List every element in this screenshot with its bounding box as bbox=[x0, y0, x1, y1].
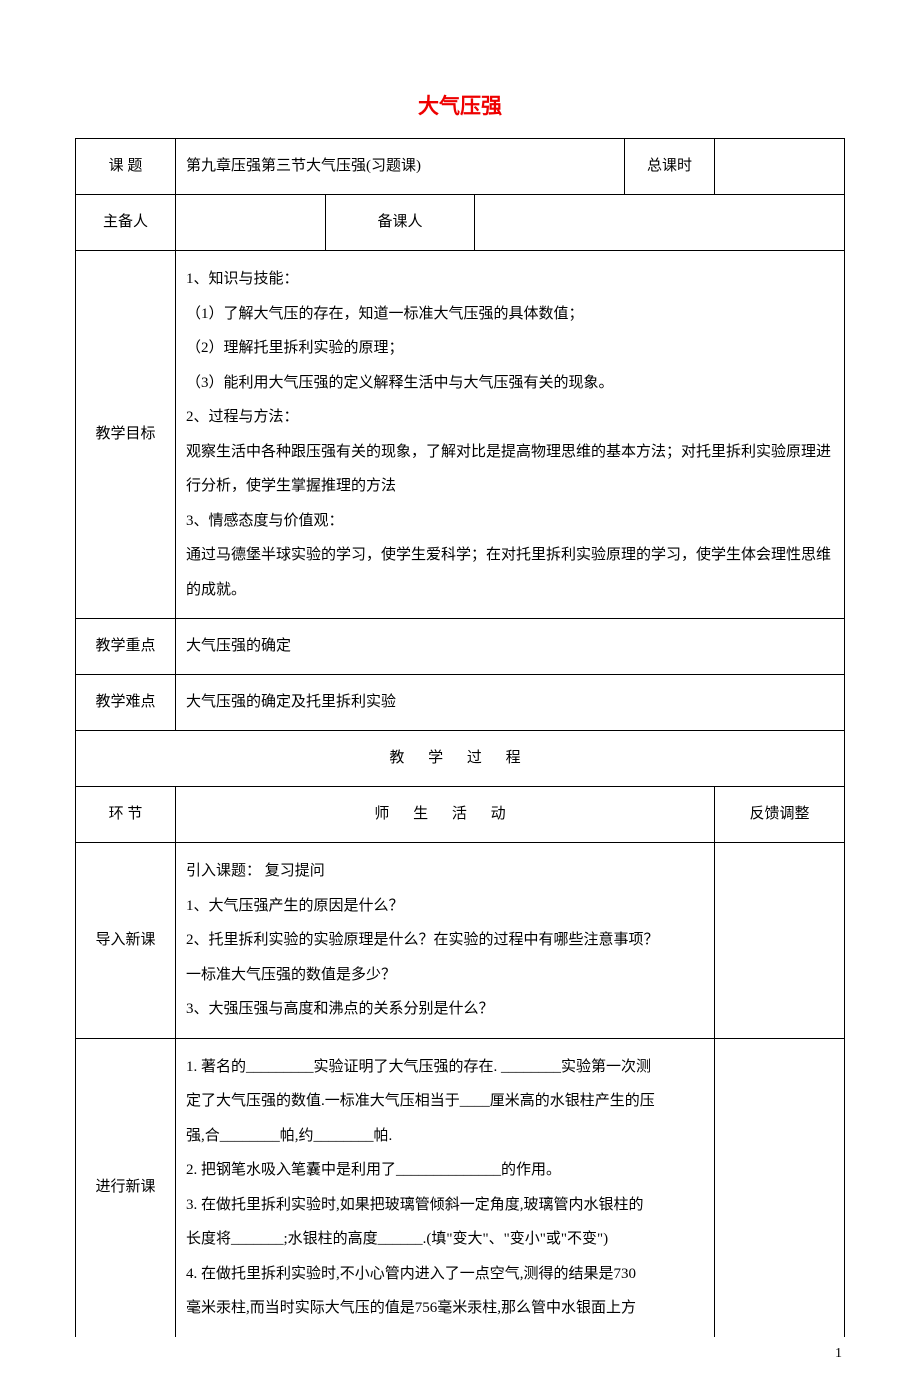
intro-line: 3、大强压强与高度和沸点的关系分别是什么？ bbox=[186, 992, 704, 1027]
obj-line: 观察生活中各种跟压强有关的现象，了解对比是提高物理思维的基本方法；对托里拆利实验… bbox=[186, 435, 834, 504]
page-title: 大气压强 bbox=[75, 90, 845, 120]
feedback-label: 反馈调整 bbox=[715, 787, 845, 843]
obj-line: （2）理解托里拆利实验的原理； bbox=[186, 331, 834, 366]
total-hours-label: 总课时 bbox=[625, 139, 715, 195]
intro-line: 一标准大气压强的数值是多少？ bbox=[186, 958, 704, 993]
process-header: 教 学 过 程 bbox=[76, 731, 845, 787]
lesson-line: 毫米汞柱,而当时实际大气压的值是756毫米汞柱,那么管中水银面上方 bbox=[186, 1291, 704, 1326]
obj-line: 3、情感态度与价值观： bbox=[186, 504, 834, 539]
difficulty-value: 大气压强的确定及托里拆利实验 bbox=[176, 675, 845, 731]
intro-content: 引入课题： 复习提问 1、大气压强产生的原因是什么？ 2、托里拆利实验的实验原理… bbox=[176, 843, 715, 1039]
focus-label: 教学重点 bbox=[76, 619, 176, 675]
page-number: 1 bbox=[835, 1346, 842, 1362]
obj-line: 1、知识与技能： bbox=[186, 262, 834, 297]
lesson-line: 3. 在做托里拆利实验时,如果把玻璃管倾斜一定角度,玻璃管内水银柱的 bbox=[186, 1188, 704, 1223]
author-label: 主备人 bbox=[76, 195, 176, 251]
topic-value: 第九章压强第三节大气压强(习题课) bbox=[176, 139, 625, 195]
activity-label: 师 生 活 动 bbox=[176, 787, 715, 843]
lesson-content: 1. 著名的_________实验证明了大气压强的存在. ________实验第… bbox=[176, 1038, 715, 1337]
lesson-line: 1. 著名的_________实验证明了大气压强的存在. ________实验第… bbox=[186, 1050, 704, 1085]
lesson-plan-table: 课 题 第九章压强第三节大气压强(习题课) 总课时 主备人 备课人 教学目标 1… bbox=[75, 138, 845, 1337]
lesson-line: 长度将_______;水银柱的高度______.(填"变大"、"变小"或"不变"… bbox=[186, 1222, 704, 1257]
lesson-line: 强,合________帕,约________帕. bbox=[186, 1119, 704, 1154]
co-author-label: 备课人 bbox=[325, 195, 475, 251]
topic-label: 课 题 bbox=[76, 139, 176, 195]
obj-line: 通过马德堡半球实验的学习，使学生爱科学；在对托里拆利实验原理的学习，使学生体会理… bbox=[186, 538, 834, 607]
objectives-label: 教学目标 bbox=[76, 251, 176, 619]
intro-line: 1、大气压强产生的原因是什么？ bbox=[186, 889, 704, 924]
obj-line: 2、过程与方法： bbox=[186, 400, 834, 435]
co-author-value bbox=[475, 195, 845, 251]
lesson-label: 进行新课 bbox=[76, 1038, 176, 1337]
lesson-line: 4. 在做托里拆利实验时,不小心管内进入了一点空气,测得的结果是730 bbox=[186, 1257, 704, 1292]
difficulty-label: 教学难点 bbox=[76, 675, 176, 731]
total-hours-value bbox=[715, 139, 845, 195]
lesson-feedback bbox=[715, 1038, 845, 1337]
intro-line: 2、托里拆利实验的实验原理是什么？在实验的过程中有哪些注意事项？ bbox=[186, 923, 704, 958]
lesson-line: 定了大气压强的数值.一标准大气压相当于____厘米高的水银柱产生的压 bbox=[186, 1084, 704, 1119]
stage-label: 环 节 bbox=[76, 787, 176, 843]
intro-line: 引入课题： 复习提问 bbox=[186, 854, 704, 889]
objectives-content: 1、知识与技能： （1）了解大气压的存在，知道一标准大气压强的具体数值； （2）… bbox=[176, 251, 845, 619]
obj-line: （1）了解大气压的存在，知道一标准大气压强的具体数值； bbox=[186, 297, 834, 332]
focus-value: 大气压强的确定 bbox=[176, 619, 845, 675]
intro-feedback bbox=[715, 843, 845, 1039]
intro-label: 导入新课 bbox=[76, 843, 176, 1039]
author-value bbox=[176, 195, 326, 251]
obj-line: （3）能利用大气压强的定义解释生活中与大气压强有关的现象。 bbox=[186, 366, 834, 401]
lesson-line: 2. 把钢笔水吸入笔囊中是利用了______________的作用。 bbox=[186, 1153, 704, 1188]
